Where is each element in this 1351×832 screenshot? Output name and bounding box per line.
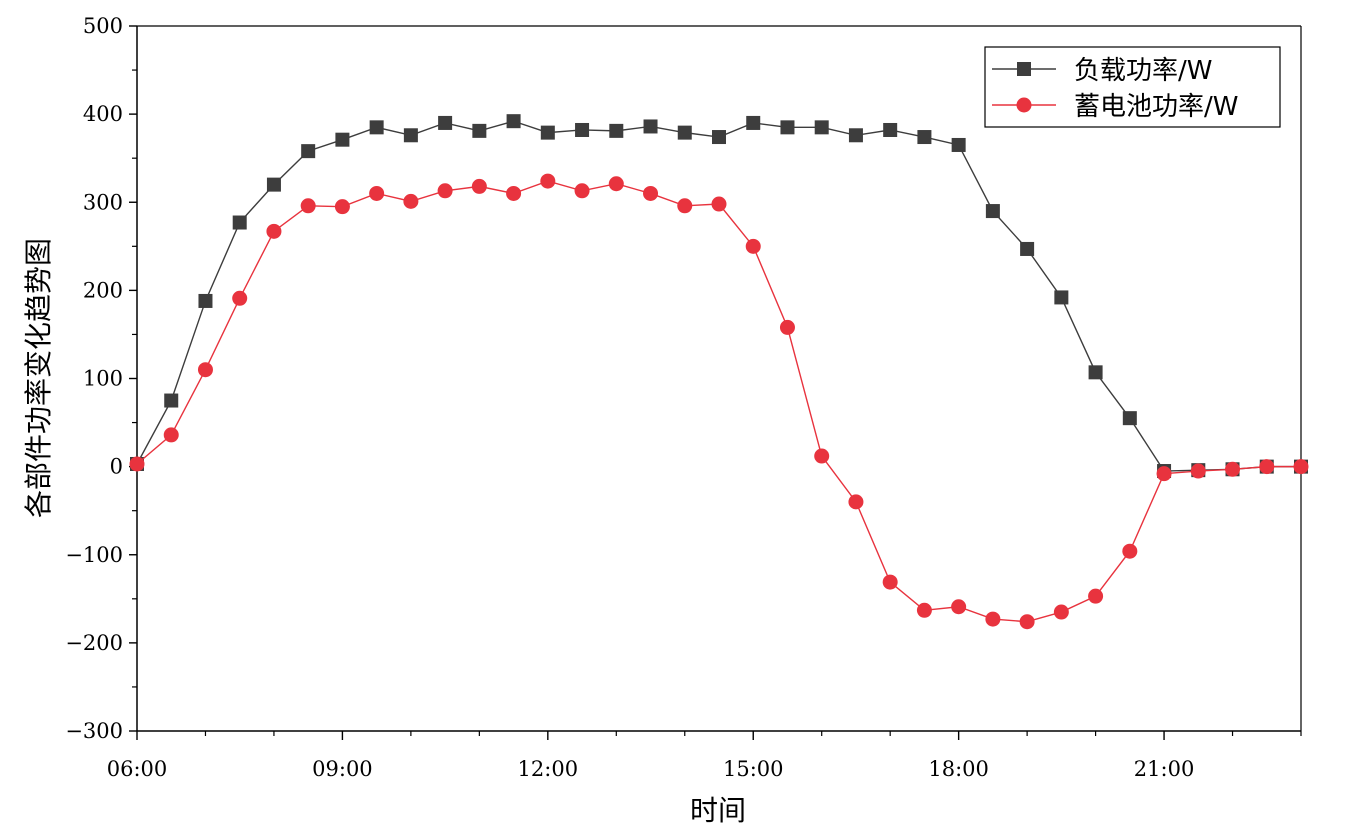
data-point — [712, 130, 726, 145]
data-point — [163, 427, 179, 443]
data-point — [472, 123, 487, 138]
x-tick-label: 09:00 — [312, 757, 373, 781]
x-axis-title: 时间 — [690, 794, 746, 827]
data-point — [574, 183, 590, 199]
data-point — [745, 238, 761, 254]
data-point — [575, 122, 590, 137]
data-point — [506, 185, 522, 201]
data-point — [369, 185, 385, 201]
data-point — [1020, 241, 1035, 256]
y-tick-label: 0 — [110, 455, 123, 479]
data-point — [746, 115, 761, 130]
data-point — [403, 128, 418, 143]
y-tick-label: 500 — [83, 14, 123, 38]
data-point — [198, 293, 213, 308]
data-point — [951, 137, 966, 152]
series-battery — [129, 173, 1309, 630]
data-point — [540, 173, 556, 189]
x-tick-label: 21:00 — [1134, 757, 1195, 781]
legend-label-battery: 蓄电池功率/W — [1074, 92, 1238, 122]
data-point — [369, 120, 384, 135]
x-tick-label: 12:00 — [518, 757, 579, 781]
data-point — [951, 599, 967, 615]
data-point — [882, 574, 898, 590]
data-point — [848, 494, 864, 510]
legend-marker-battery — [1016, 97, 1032, 113]
data-point — [301, 144, 316, 159]
data-point — [1122, 543, 1138, 559]
y-tick-label: 200 — [83, 278, 123, 302]
legend: 负载功率/W 蓄电池功率/W — [984, 46, 1281, 128]
data-point — [677, 125, 692, 140]
data-point — [1019, 614, 1035, 630]
data-point — [643, 119, 658, 134]
data-point — [1088, 588, 1104, 604]
data-point — [1053, 604, 1069, 620]
legend-label-load: 负载功率/W — [1074, 56, 1212, 86]
data-point — [677, 198, 693, 214]
data-point — [848, 128, 863, 143]
x-tick-label: 06:00 — [107, 757, 168, 781]
data-point — [985, 204, 1000, 219]
y-tick-label: 100 — [83, 367, 123, 391]
data-point — [711, 196, 727, 212]
data-point — [506, 114, 521, 129]
data-point — [883, 122, 898, 137]
data-point — [164, 393, 179, 408]
data-point — [916, 602, 932, 618]
data-point — [1122, 411, 1137, 426]
data-point — [335, 132, 350, 147]
legend-box — [984, 46, 1281, 128]
data-point — [1088, 365, 1103, 380]
x-tick-label: 18:00 — [928, 757, 989, 781]
legend-marker-load — [1017, 62, 1031, 76]
data-point — [300, 198, 316, 214]
data-point — [540, 125, 555, 140]
data-point — [1293, 459, 1309, 475]
y-axis-title: 各部件功率变化趋势图 — [22, 238, 55, 518]
series-layer — [129, 114, 1309, 630]
data-point — [1054, 290, 1069, 305]
data-point — [471, 178, 487, 194]
data-point — [1156, 466, 1172, 482]
data-point — [609, 123, 624, 138]
data-point — [608, 176, 624, 192]
data-point — [985, 611, 1001, 627]
data-point — [1190, 463, 1206, 479]
series-load — [130, 114, 1308, 479]
data-point — [438, 115, 453, 130]
data-point — [780, 120, 795, 135]
data-point — [266, 177, 281, 192]
x-tick-label: 15:00 — [723, 757, 784, 781]
data-point — [232, 215, 247, 230]
data-point — [1259, 459, 1275, 475]
data-point — [814, 448, 830, 464]
data-point — [129, 456, 145, 472]
y-tick-label: −300 — [65, 719, 123, 743]
y-tick-label: −200 — [65, 631, 123, 655]
data-point — [232, 290, 248, 306]
data-point — [1225, 461, 1241, 477]
y-tick-label: −100 — [65, 543, 123, 567]
data-point — [437, 183, 453, 199]
y-tick-label: 300 — [83, 190, 123, 214]
data-point — [779, 319, 795, 335]
data-point — [197, 362, 213, 378]
data-point — [334, 199, 350, 215]
data-point — [917, 130, 932, 145]
data-point — [266, 223, 282, 239]
data-point — [403, 193, 419, 209]
data-point — [643, 185, 659, 201]
data-point — [814, 120, 829, 135]
y-tick-label: 400 — [83, 102, 123, 126]
axes: −300 −200 −100 0 100 200 300 400 500 06:00 09:00 12… — [65, 14, 1302, 781]
